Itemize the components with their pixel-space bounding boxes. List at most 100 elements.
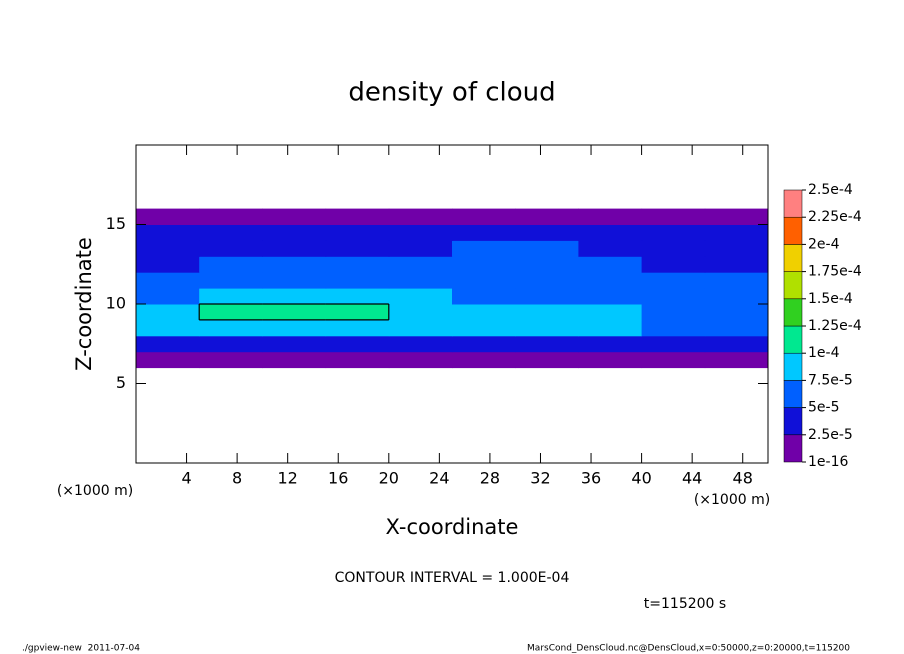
colorbar-label: 1e-16 (808, 454, 848, 470)
x-unit: (×1000 m) (694, 492, 770, 508)
y-tick-label: 10 (106, 294, 126, 313)
field-cell (136, 208, 200, 225)
field-cell (388, 335, 453, 353)
footer-right: MarsCond_DensCloud.nc@DensCloud,x=0:5000… (527, 644, 850, 654)
x-tick-label: 20 (379, 469, 399, 488)
colorbar-swatch (783, 325, 803, 354)
colorbar-swatch (783, 298, 803, 327)
field-cell (199, 288, 263, 305)
field-cell (578, 319, 643, 337)
x-tick-label: 28 (480, 469, 500, 488)
field-cell (515, 288, 579, 305)
field-cell (641, 335, 706, 353)
field-cell (515, 272, 579, 289)
colorbar-label: 2.5e-4 (808, 182, 853, 198)
field-cell (262, 335, 327, 353)
field-cell (641, 319, 706, 337)
field-cell (199, 224, 263, 241)
field-cell (578, 304, 643, 321)
field-cell (515, 319, 579, 337)
colorbar-swatch (783, 407, 803, 436)
field-cell (704, 240, 769, 257)
colorbar-label: 2.5e-5 (808, 427, 853, 443)
x-tick-label: 16 (328, 469, 348, 488)
colorbar-swatch (783, 380, 803, 408)
field-cell (704, 288, 769, 305)
footer-left: ./gpview-new 2011-07-04 (22, 644, 140, 654)
y-tick-label: 15 (106, 214, 126, 233)
x-tick-label: 24 (429, 469, 449, 488)
field-cell (388, 351, 453, 369)
field-cell (641, 224, 706, 241)
colorbar-label: 1.25e-4 (808, 318, 862, 334)
y-unit: (×1000 m) (57, 483, 133, 499)
field-cell (388, 224, 453, 241)
field-cell (704, 208, 769, 225)
field-cell (136, 224, 200, 241)
colorbar-label: 2e-4 (808, 236, 840, 252)
colorbar-label: 2.25e-4 (808, 209, 862, 225)
field-cell (515, 335, 579, 353)
field-cell (578, 208, 643, 225)
field-cell (452, 288, 516, 305)
field-cell (452, 304, 516, 321)
field-cell (136, 272, 200, 289)
field-cell (262, 256, 327, 273)
field-cell (199, 304, 263, 321)
field-cell (452, 208, 516, 225)
colorbar-label: 1.5e-4 (808, 291, 853, 307)
field-cell (388, 288, 453, 305)
field-cell (136, 288, 200, 305)
colorbar-swatch (783, 434, 803, 463)
chart-title: density of cloud (348, 78, 555, 108)
y-axis-label: Z-coordinate (72, 237, 96, 371)
x-tick-label: 4 (181, 469, 191, 488)
field-cell (452, 240, 516, 257)
field-cell (262, 224, 327, 241)
field-cell (704, 256, 769, 273)
field-cell (515, 351, 579, 369)
x-tick-label: 36 (581, 469, 601, 488)
field-cell (641, 240, 706, 257)
field-cell (325, 272, 390, 289)
field-cell (641, 208, 706, 225)
field-cell (578, 272, 643, 289)
field-cell (199, 240, 263, 257)
field-cell (136, 304, 200, 321)
field-cell (325, 240, 390, 257)
field-cell (262, 319, 327, 337)
colorbar-swatch (783, 189, 803, 218)
field-cell (325, 288, 390, 305)
field-cell (388, 208, 453, 225)
field-cell (388, 272, 453, 289)
field-cell (199, 335, 263, 353)
field-cell (136, 240, 200, 257)
field-cell (704, 304, 769, 321)
field-cell (578, 256, 643, 273)
colorbar-swatch (783, 271, 803, 300)
field-cell (199, 319, 263, 337)
field-cell (388, 319, 453, 337)
field-cell (325, 256, 390, 273)
field-cell (452, 319, 516, 337)
x-tick-label: 44 (682, 469, 702, 488)
field-cell (136, 351, 200, 369)
field-cell (136, 335, 200, 353)
field-cell (136, 319, 200, 337)
field-cell (262, 288, 327, 305)
field-cell (325, 208, 390, 225)
field-cell (578, 288, 643, 305)
field-cell (578, 335, 643, 353)
field-cell (452, 335, 516, 353)
x-tick-label: 32 (530, 469, 550, 488)
field-cell (262, 272, 327, 289)
field-cell (199, 208, 263, 225)
colorbar-label: 1e-4 (808, 345, 840, 361)
colorbar-label: 7.5e-5 (808, 372, 853, 388)
field-cell (515, 240, 579, 257)
time-label: t=115200 s (644, 596, 726, 612)
field-cell (515, 224, 579, 241)
field-cell (641, 304, 706, 321)
